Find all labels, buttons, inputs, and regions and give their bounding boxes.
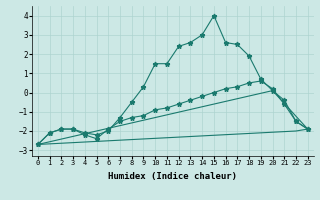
X-axis label: Humidex (Indice chaleur): Humidex (Indice chaleur) [108,172,237,181]
